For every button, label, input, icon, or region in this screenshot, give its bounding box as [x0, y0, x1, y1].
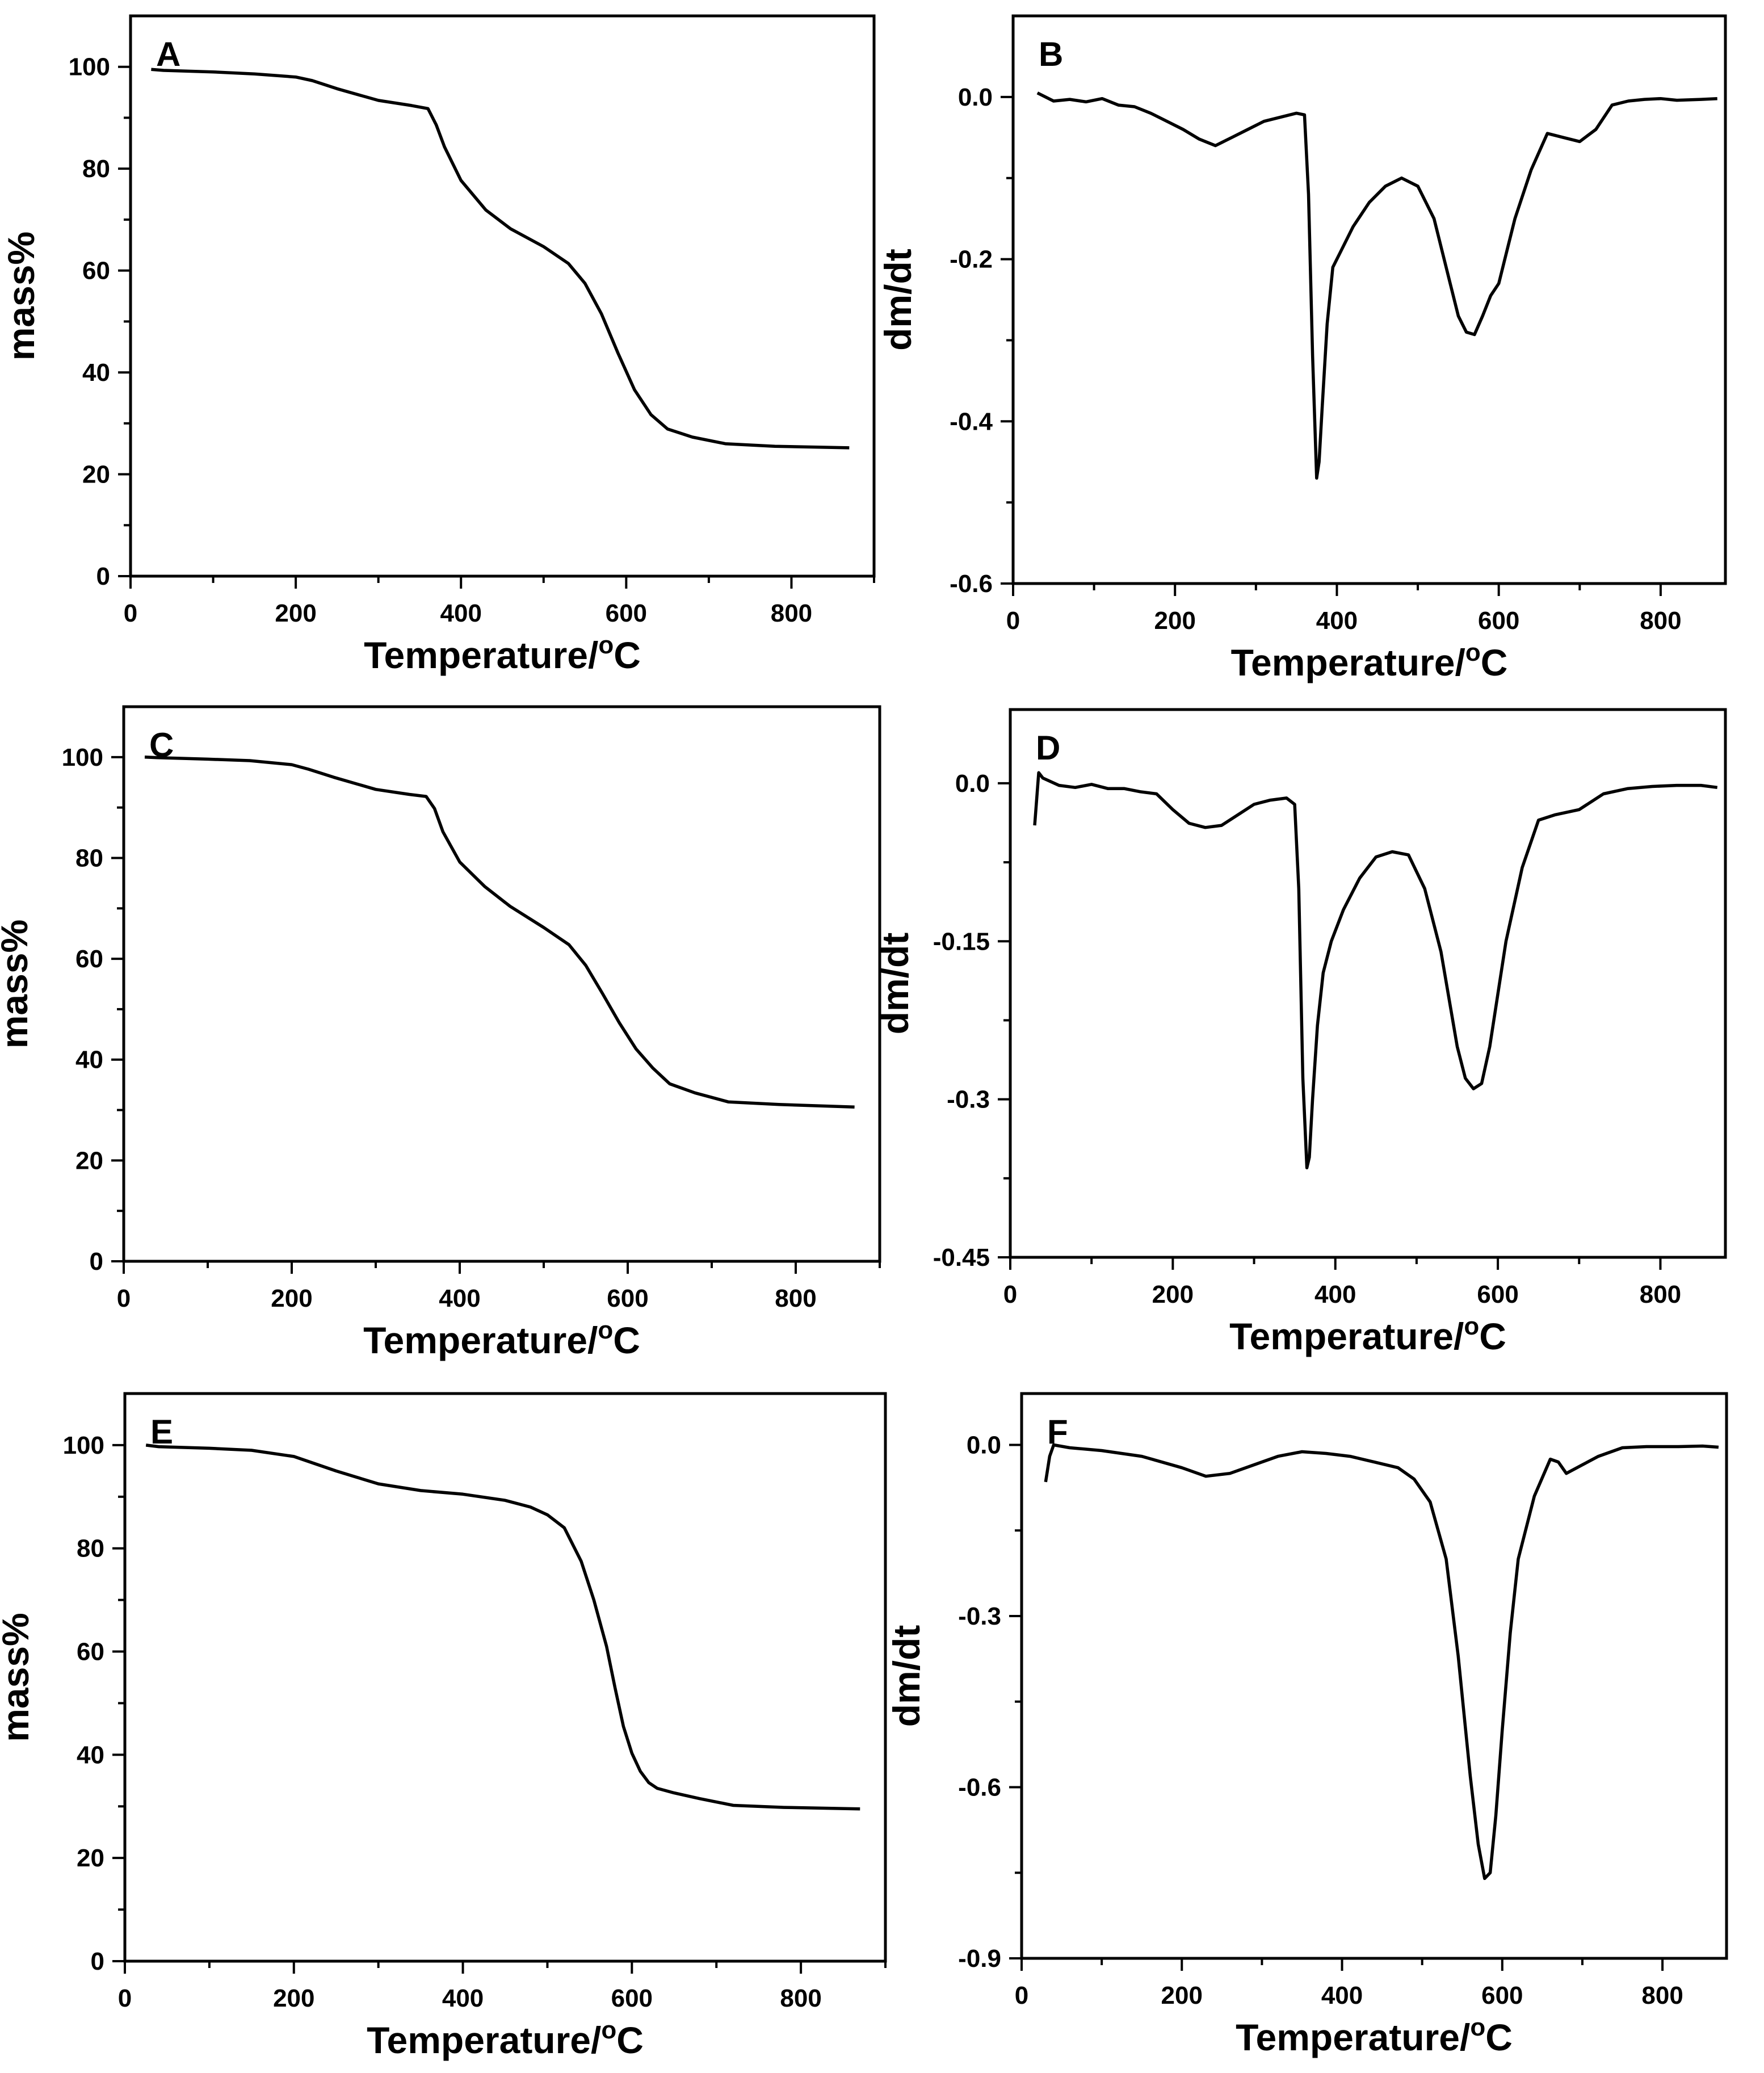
x-tick-label: 400: [442, 1984, 484, 2012]
x-tick-label: 0: [124, 599, 137, 627]
y-axis-title: dm/dt: [877, 249, 919, 351]
panel-b: 0 200 400 600 800 0.0 -0.2 -0.4 -0.6 Temperature/…: [877, 14, 1727, 683]
plot-frame: [1011, 14, 1727, 585]
x-tick-label: 200: [271, 1285, 312, 1312]
panel-e: 0 200 400 600 800 0 20 40 60 80 100 Temperature/oC m…: [0, 1392, 887, 2061]
x-axis-title: Temperature/oC: [1236, 2013, 1513, 2058]
x-tick-label: 800: [1640, 607, 1681, 635]
x-tick-label: 0: [1006, 607, 1020, 635]
x-tick-label: 400: [1316, 607, 1358, 635]
x-tick-label: 800: [1641, 1982, 1683, 2009]
y-tick-label: 60: [82, 257, 110, 285]
x-tick-label: 400: [439, 1285, 480, 1312]
y-tick-label: 40: [82, 359, 110, 387]
y-tick-label: -0.3: [958, 1602, 1001, 1630]
x-tick-label: 600: [607, 1285, 648, 1312]
y-tick-label: -0.4: [950, 408, 993, 435]
y-tick-label: -0.6: [950, 570, 993, 598]
x-tick-label: 800: [771, 599, 812, 627]
plot-frame: [129, 14, 876, 578]
x-tick-label: 400: [440, 599, 482, 627]
panel-letter: D: [1036, 729, 1060, 767]
y-tick-label: -0.45: [933, 1244, 990, 1272]
data-line: [145, 1443, 860, 1811]
panel-a: 0 200 400 600 800 0 20 40 60 80 100 Temperature/oC m…: [0, 14, 876, 676]
panel-f: 0 200 400 600 800 0.0 -0.3 -0.6 -0.9 Temperature/…: [885, 1392, 1728, 2058]
x-axis-title: Temperature/oC: [363, 1316, 640, 1361]
x-tick-label: 600: [611, 1984, 653, 2012]
y-tick-label: 40: [77, 1741, 104, 1769]
panel-letter: A: [156, 35, 180, 73]
y-tick-label: -0.3: [947, 1086, 990, 1114]
y-axis-title: dm/dt: [885, 1625, 927, 1727]
x-tick-label: 200: [1161, 1982, 1203, 2009]
data-line: [144, 756, 855, 1109]
y-tick-label: 100: [62, 744, 103, 771]
x-tick-label: 600: [1481, 1982, 1523, 2009]
x-axis-title: Temperature/oC: [367, 2016, 644, 2061]
x-tick-label: 600: [606, 599, 647, 627]
plot-frame: [1020, 1392, 1728, 1960]
y-axis-title: mass%: [0, 1613, 36, 1742]
x-tick-label: 600: [1478, 607, 1519, 635]
panel-letter: B: [1039, 35, 1063, 73]
x-axis-title: Temperature/oC: [364, 631, 641, 676]
y-tick-label: 60: [77, 1638, 104, 1666]
x-tick-label: 400: [1314, 1281, 1356, 1308]
y-tick-label: -0.6: [958, 1773, 1001, 1801]
panel-letter: E: [150, 1413, 173, 1451]
x-tick-label: 800: [780, 1984, 821, 2012]
y-tick-label: -0.2: [950, 246, 993, 274]
plot-frame: [123, 1392, 887, 1963]
x-tick-label: 200: [1154, 607, 1196, 635]
y-tick-label: 0: [91, 1948, 104, 1975]
panel-c: 0 200 400 600 800 0 20 40 60 80 100 Temperature/oC m…: [0, 705, 881, 1361]
y-tick-label: 80: [82, 155, 110, 183]
y-tick-label: 0.0: [955, 770, 990, 798]
y-axis-title: mass%: [0, 232, 42, 361]
data-line: [1044, 1443, 1719, 1881]
plot-frame: [122, 705, 881, 1263]
x-tick-label: 0: [1015, 1982, 1028, 2009]
data-line: [1036, 91, 1717, 480]
x-tick-label: 200: [1152, 1281, 1194, 1308]
y-tick-label: 0.0: [958, 83, 993, 111]
data-line: [1033, 771, 1718, 1170]
data-line: [151, 68, 850, 450]
y-tick-label: 20: [75, 1147, 103, 1174]
y-tick-label: -0.15: [933, 928, 990, 955]
y-tick-label: 80: [77, 1535, 104, 1563]
y-tick-label: 20: [77, 1844, 104, 1872]
x-tick-label: 800: [1640, 1281, 1681, 1308]
x-tick-label: 800: [775, 1285, 816, 1312]
y-tick-label: 20: [82, 461, 110, 489]
y-axis-title: dm/dt: [874, 933, 916, 1035]
x-tick-label: 0: [117, 1285, 131, 1312]
y-tick-label: 40: [75, 1046, 103, 1074]
panel-d: 0 200 400 600 800 0.0 -0.15 -0.3 -0.45 Temperatur…: [874, 708, 1727, 1357]
x-tick-label: 0: [1003, 1281, 1017, 1308]
y-tick-label: -0.9: [958, 1945, 1001, 1973]
x-tick-label: 600: [1477, 1281, 1518, 1308]
x-tick-label: 400: [1321, 1982, 1363, 2009]
y-axis-title: mass%: [0, 920, 35, 1049]
x-tick-label: 200: [275, 599, 316, 627]
x-tick-label: 200: [273, 1984, 314, 2012]
y-tick-label: 100: [63, 1432, 104, 1459]
y-tick-label: 0.0: [967, 1431, 1001, 1459]
x-tick-label: 0: [118, 1984, 132, 2012]
y-tick-label: 100: [69, 53, 110, 81]
plot-frame: [1009, 708, 1727, 1259]
y-tick-label: 0: [96, 563, 110, 590]
x-axis-title: Temperature/oC: [1229, 1312, 1506, 1357]
y-tick-label: 60: [75, 945, 103, 973]
y-tick-label: 0: [90, 1248, 103, 1275]
x-axis-title: Temperature/oC: [1231, 639, 1508, 683]
y-tick-label: 80: [75, 844, 103, 872]
